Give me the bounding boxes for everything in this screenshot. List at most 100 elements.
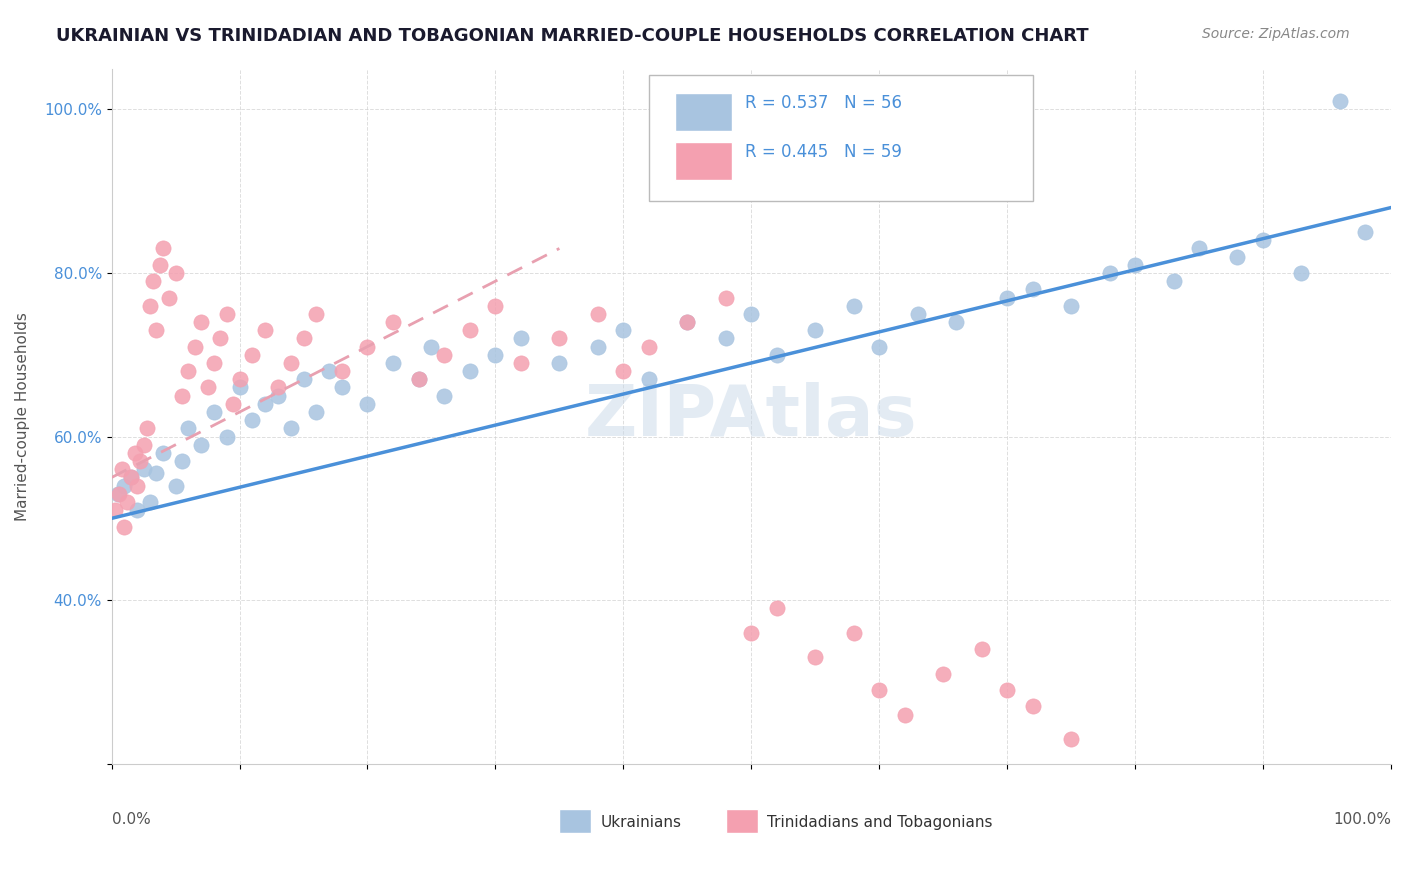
Point [458,364,481,378]
Point [932,666,955,681]
Point [107,487,129,501]
Point [254,323,277,337]
Point [766,348,789,362]
Text: 100.0%: 100.0% [1333,813,1391,828]
FancyBboxPatch shape [560,809,592,833]
Text: R = 0.537   N = 56: R = 0.537 N = 56 [745,95,901,112]
Point [510,356,533,370]
Point [184,340,207,354]
Point [945,315,967,329]
Point [267,389,290,403]
Point [1060,299,1083,313]
Point [139,299,162,313]
Point [267,380,290,394]
Point [240,348,263,362]
Point [136,421,159,435]
Text: UKRAINIAN VS TRINIDADIAN AND TOBAGONIAN MARRIED-COUPLE HOUSEHOLDS CORRELATION CH: UKRAINIAN VS TRINIDADIAN AND TOBAGONIAN … [56,27,1088,45]
Point [894,707,917,722]
Point [714,331,737,345]
Point [145,467,167,481]
Point [165,266,187,280]
Point [197,380,219,394]
Point [548,356,571,370]
Point [149,258,172,272]
Point [356,397,378,411]
Point [1022,282,1045,296]
Point [215,429,238,443]
Point [330,380,353,394]
Text: Source: ZipAtlas.com: Source: ZipAtlas.com [1202,27,1350,41]
Point [638,340,661,354]
Point [842,625,865,640]
Point [1098,266,1121,280]
Point [995,291,1018,305]
Point [1291,266,1313,280]
Point [170,454,193,468]
Point [586,307,609,321]
Point [586,340,609,354]
Point [433,389,456,403]
Point [142,274,165,288]
Point [1226,250,1249,264]
Point [766,601,789,615]
Point [356,340,378,354]
Point [548,331,571,345]
Point [868,683,890,698]
Point [152,242,174,256]
Point [127,503,149,517]
Point [408,372,430,386]
Point [112,519,135,533]
Point [318,364,340,378]
Point [190,438,212,452]
Point [254,397,277,411]
Point [222,397,245,411]
Point [112,478,135,492]
FancyBboxPatch shape [650,76,1033,201]
Point [170,389,193,403]
Point [127,478,149,492]
Point [280,421,302,435]
Point [115,495,138,509]
Point [433,348,456,362]
Point [177,421,200,435]
Point [209,331,232,345]
Point [714,291,737,305]
Point [228,372,250,386]
Point [177,364,200,378]
Point [458,323,481,337]
Point [152,446,174,460]
Point [305,307,328,321]
Text: Ukrainians: Ukrainians [600,815,682,830]
Point [676,315,699,329]
Point [1060,732,1083,747]
Point [1251,233,1274,247]
Point [804,650,827,665]
Point [1329,94,1351,108]
Point [190,315,212,329]
Point [228,380,250,394]
Point [108,487,131,501]
Point [124,446,146,460]
Point [215,307,238,321]
Point [145,323,167,337]
Point [1188,242,1211,256]
Point [1123,258,1146,272]
Point [676,315,699,329]
Point [420,340,443,354]
Point [132,462,155,476]
Point [842,299,865,313]
Point [202,405,225,419]
Point [1163,274,1185,288]
Point [740,307,762,321]
Point [382,356,405,370]
Point [240,413,263,427]
Point [120,470,142,484]
Point [995,683,1018,698]
Point [484,348,506,362]
Point [280,356,302,370]
Point [165,478,187,492]
Point [408,372,430,386]
Point [804,323,827,337]
Point [132,438,155,452]
Point [157,291,180,305]
